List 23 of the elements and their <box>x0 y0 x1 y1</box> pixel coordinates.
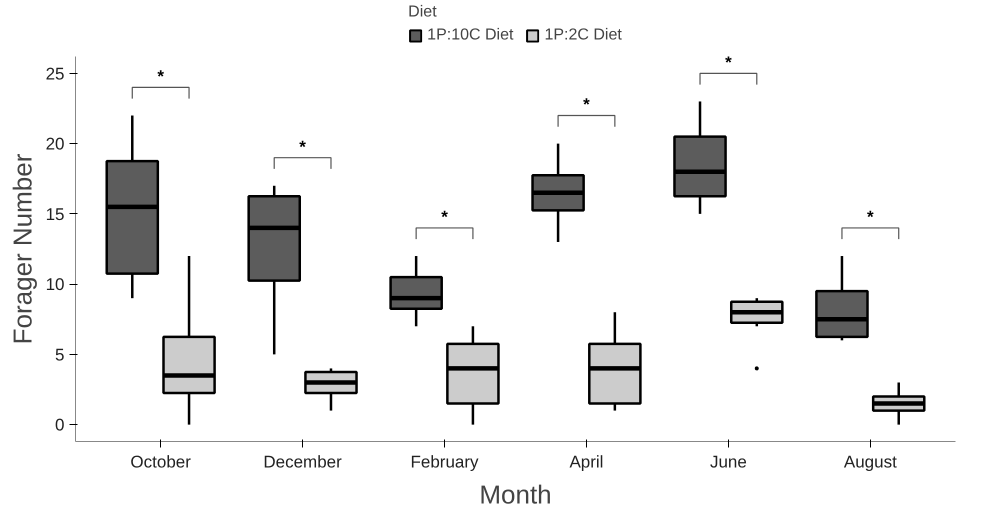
x-tick-label: February <box>410 452 480 472</box>
y-tick-label: 15 <box>46 204 65 224</box>
legend-title: Diet <box>408 4 438 22</box>
annotation: * <box>441 208 448 227</box>
y-tick-label: 25 <box>46 64 65 84</box>
annotation: * <box>867 208 874 227</box>
x-axis-title: Month <box>479 480 552 510</box>
x-tick-label: August <box>844 452 898 472</box>
annotation: * <box>299 137 306 156</box>
annotation: * <box>157 67 164 86</box>
legend-label: 1P:10C Diet <box>427 26 514 44</box>
x-tick-label: December <box>263 452 342 472</box>
y-tick-label: 20 <box>46 134 65 154</box>
x-tick-label: April <box>569 452 604 472</box>
y-tick-label: 5 <box>55 345 65 364</box>
annotation: * <box>583 95 590 114</box>
legend-label: 1P:2C Diet <box>544 26 622 44</box>
y-axis-title: Forager Number <box>8 153 38 344</box>
x-tick-label: October <box>130 452 192 472</box>
y-tick-label: 0 <box>55 416 65 435</box>
y-tick-label: 10 <box>46 275 65 294</box>
annotation: * <box>725 52 732 72</box>
x-tick-label: June <box>710 452 747 472</box>
